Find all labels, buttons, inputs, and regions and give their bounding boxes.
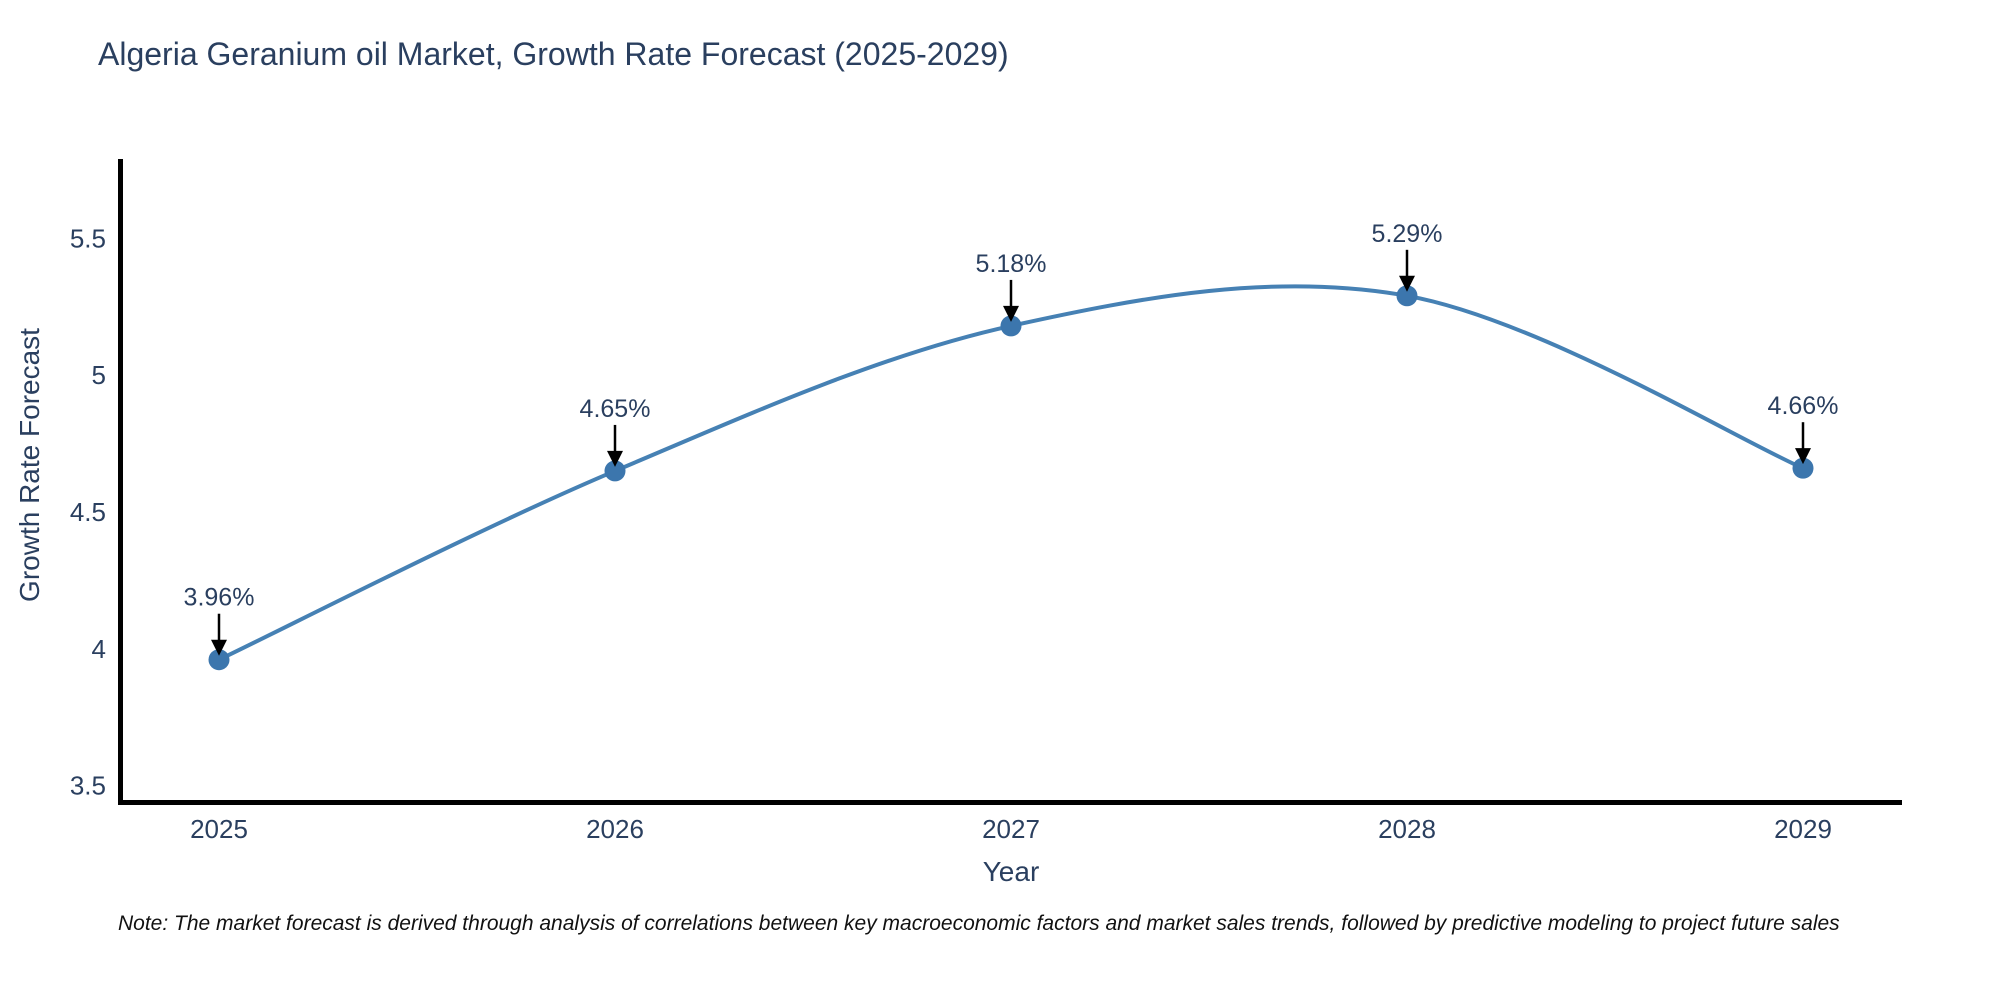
y-tick-label: 3.5 xyxy=(70,771,106,801)
point-value-label-2028: 5.29% xyxy=(1372,220,1443,248)
x-tick-label: 2028 xyxy=(1378,814,1436,844)
point-value-label-2025: 3.96% xyxy=(184,584,255,612)
y-axis-title-text: Growth Rate Forecast xyxy=(14,328,45,602)
annotation-arrowhead-icon xyxy=(1795,448,1811,465)
chart-title: Algeria Geranium oil Market, Growth Rate… xyxy=(98,36,1009,72)
y-tick-label: 4.5 xyxy=(70,497,106,527)
annotation-arrowhead-icon xyxy=(607,450,623,467)
data-point-2027[interactable] xyxy=(1000,315,1022,337)
annotation-arrowhead-icon xyxy=(1003,305,1019,322)
point-value-label-2029: 4.66% xyxy=(1768,392,1839,420)
point-value-label-2026: 4.65% xyxy=(580,395,651,423)
y-tick-label: 4 xyxy=(92,634,106,664)
x-tick-label: 2029 xyxy=(1774,814,1832,844)
data-point-2029[interactable] xyxy=(1792,457,1814,479)
x-tick-label: 2025 xyxy=(190,814,248,844)
x-tick-label: 2027 xyxy=(982,814,1040,844)
point-value-label-2027: 5.18% xyxy=(976,250,1047,278)
x-axis-title: Year xyxy=(982,856,1040,887)
growth-rate-trend-line xyxy=(217,284,1805,662)
data-point-2025[interactable] xyxy=(208,649,230,671)
forecast-methodology-note: Note: The market forecast is derived thr… xyxy=(118,912,1840,935)
data-point-2028[interactable] xyxy=(1396,285,1418,307)
y-tick-label: 5.5 xyxy=(70,223,106,253)
y-tick-label: 5 xyxy=(92,360,106,390)
data-point-2026[interactable] xyxy=(604,460,626,482)
annotation-arrowhead-icon xyxy=(1399,275,1415,292)
x-tick-label: 2026 xyxy=(586,814,644,844)
annotation-arrowhead-icon xyxy=(211,639,227,656)
